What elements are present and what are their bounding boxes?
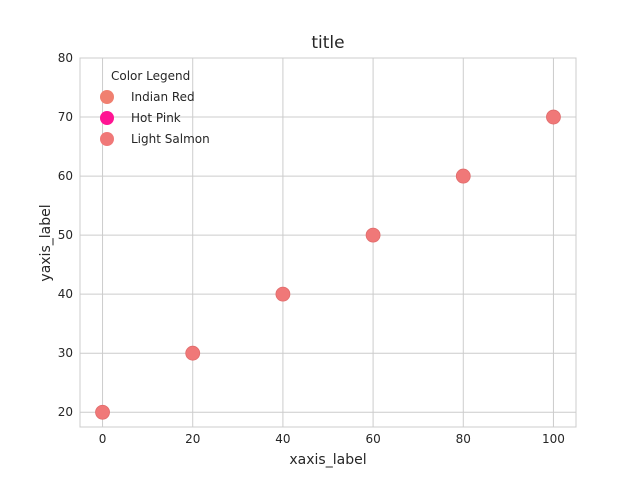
legend-marker bbox=[100, 111, 114, 125]
legend-label: Indian Red bbox=[131, 90, 195, 104]
y-tick-label: 30 bbox=[58, 346, 73, 360]
tick-labels: 0 20 40 60 80 100 20 30 40 50 60 70 80 bbox=[58, 51, 565, 446]
y-tick-label: 70 bbox=[58, 110, 73, 124]
x-tick-label: 0 bbox=[99, 432, 107, 446]
x-tick-label: 40 bbox=[275, 432, 290, 446]
legend-label: Light Salmon bbox=[131, 132, 210, 146]
data-point bbox=[95, 404, 110, 420]
plot-frame bbox=[79, 57, 577, 428]
x-axis-title: xaxis_label bbox=[289, 452, 366, 468]
data-point bbox=[455, 168, 471, 184]
legend: Color Legend Indian Red Hot Pink Light Sal… bbox=[100, 69, 210, 146]
legend-label: Hot Pink bbox=[131, 111, 181, 125]
x-tick-label: 60 bbox=[365, 432, 380, 446]
data-point bbox=[185, 345, 201, 361]
legend-title: Color Legend bbox=[111, 69, 190, 83]
chart-title: title bbox=[311, 33, 344, 53]
y-tick-label: 50 bbox=[58, 228, 73, 242]
y-tick-label: 40 bbox=[58, 287, 73, 301]
data-points bbox=[95, 109, 561, 420]
y-tick-label: 60 bbox=[58, 169, 73, 183]
y-axis-title: yaxis_label bbox=[38, 204, 54, 281]
data-point bbox=[546, 109, 561, 125]
x-tick-label: 80 bbox=[456, 432, 471, 446]
x-tick-label: 100 bbox=[542, 432, 565, 446]
x-tick-label: 20 bbox=[185, 432, 200, 446]
y-tick-label: 80 bbox=[58, 51, 73, 65]
legend-marker bbox=[100, 132, 114, 146]
data-point bbox=[275, 286, 291, 302]
y-tick-label: 20 bbox=[58, 405, 73, 419]
data-point bbox=[365, 227, 381, 243]
legend-marker bbox=[100, 90, 114, 104]
